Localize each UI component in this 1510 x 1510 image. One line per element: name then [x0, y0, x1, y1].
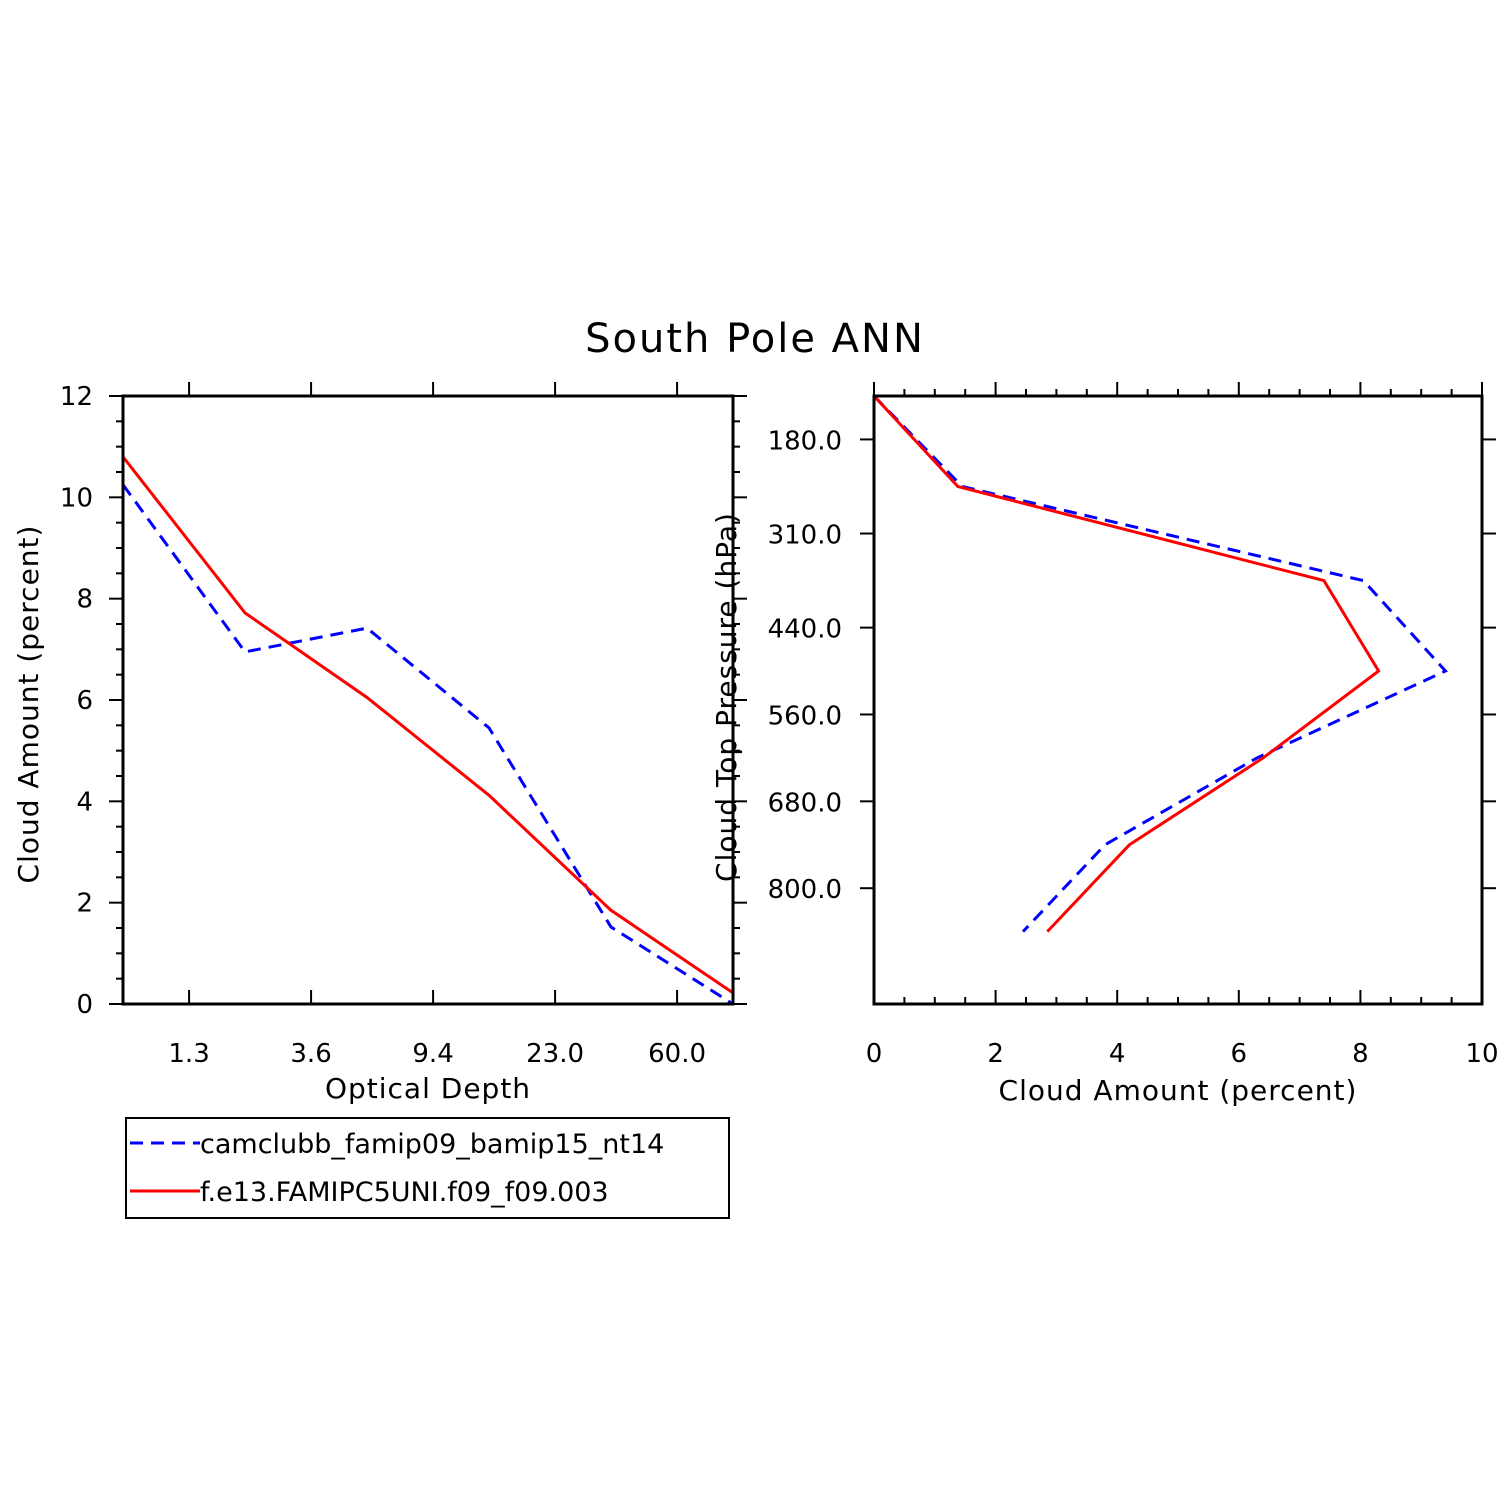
y-axis-label: Cloud Top Pressure (hPa) — [710, 512, 743, 882]
legend-label-fe13: f.e13.FAMIPC5UNI.f09_f09.003 — [200, 1177, 609, 1208]
y-tick-label: 680.0 — [768, 788, 842, 818]
series-line-fe13 — [872, 394, 1381, 933]
y-axis-label: Cloud Amount (percent) — [12, 525, 45, 884]
x-tick-label: 2 — [987, 1039, 1004, 1069]
y-tick-label: 310.0 — [768, 521, 842, 551]
y-tick-label: 0 — [76, 990, 93, 1020]
y-tick-label: 6 — [76, 686, 93, 716]
legend-box — [125, 1117, 730, 1219]
x-tick-label: 3.6 — [290, 1039, 331, 1069]
legend-label-camclubb: camclubb_famip09_bamip15_nt14 — [200, 1129, 664, 1160]
series-line-fe13 — [121, 455, 734, 995]
x-tick-label: 9.4 — [412, 1039, 453, 1069]
x-axis-label: Optical Depth — [325, 1072, 531, 1105]
y-tick-label: 800.0 — [768, 875, 842, 905]
y-tick-label: 560.0 — [768, 701, 842, 731]
x-axis-label: Cloud Amount (percent) — [999, 1074, 1358, 1107]
y-tick-label: 2 — [76, 889, 93, 919]
plot-frame — [121, 394, 735, 1006]
x-tick-label: 0 — [866, 1039, 883, 1069]
optical-depth-panel: 0 2 4 6 8 10 12 1.3 3.6 9.4 23.0 60.0 Optical Depth C… — [12, 382, 747, 1105]
x-tick-label: 60.0 — [648, 1039, 706, 1069]
x-tick-label: 8 — [1352, 1039, 1369, 1069]
x-tick-label: 23.0 — [526, 1039, 584, 1069]
y-tick-label: 4 — [76, 787, 93, 817]
figure-title: South Pole ANN — [585, 316, 925, 362]
plot-frame — [872, 394, 1484, 1006]
x-tick-label: 6 — [1231, 1039, 1248, 1069]
x-tick-label: 1.3 — [168, 1039, 209, 1069]
pressure-panel: 0 2 4 6 8 10 180.0 310.0 440.0 560.0 680.0 800.0 Clo… — [710, 382, 1499, 1107]
x-tick-label: 10 — [1465, 1039, 1498, 1069]
x-tick-label: 4 — [1109, 1039, 1126, 1069]
y-tick-label: 12 — [60, 382, 93, 412]
series-line-camclubb — [121, 483, 734, 1006]
y-tick-label: 10 — [60, 483, 93, 513]
legend: camclubb_famip09_bamip15_nt14 f.e13.FAMI… — [125, 1117, 730, 1219]
y-tick-label: 8 — [76, 585, 93, 615]
y-tick-label: 440.0 — [768, 615, 842, 645]
y-tick-label: 180.0 — [768, 426, 842, 456]
series-line-camclubb — [872, 394, 1448, 933]
